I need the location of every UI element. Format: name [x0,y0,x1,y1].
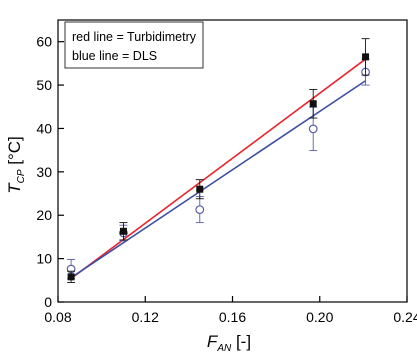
y-tick-label: 10 [36,251,52,267]
dls-point [195,205,205,214]
y-axis-sub: CP [16,169,27,183]
y-tick-label: 40 [36,120,52,136]
x-axis-unit: [-] [231,332,251,351]
y-tick-label: 60 [36,34,52,50]
legend-entry-red: red line = Turbidimetry [72,30,197,44]
turbidimetry-point [196,185,204,193]
y-tick-label: 0 [44,294,52,310]
legend-entry-blue: blue line = DLS [72,49,157,63]
y-tick-label: 20 [36,207,52,223]
legend: red line = Turbidimetry blue line = DLS [64,21,204,69]
x-tick-label: 0.08 [44,309,71,325]
y-axis-title: TCP [°C] [5,136,27,194]
y-tick-label: 30 [36,164,52,180]
turbidimetry-point [67,273,75,281]
data-markers [66,38,370,283]
turbidimetry-point [362,53,370,61]
x-tick-label: 0.20 [306,309,333,325]
red-fit-line [70,58,367,280]
fit-lines [70,58,367,280]
x-tick-label: 0.12 [132,309,159,325]
y-tick-label: 50 [36,77,52,93]
y-axis-main: T [5,182,24,194]
y-ticks: 0 10 20 30 40 50 60 [36,34,64,310]
blue-fit-line [70,80,367,279]
dls-point [308,124,318,134]
turbidimetry-point [309,100,317,108]
y-axis-unit: [°C] [5,136,24,169]
x-tick-label: 0.16 [219,309,246,325]
turbidimetry-point [119,227,127,235]
x-axis-title: FAN [-] [207,332,251,354]
x-ticks: 0.08 0.12 0.16 0.20 0.24 [44,296,417,325]
legend-box [64,21,204,69]
x-axis-main: F [207,332,219,351]
x-tick-label: 0.24 [393,309,417,325]
x-axis-sub: AN [216,343,232,354]
